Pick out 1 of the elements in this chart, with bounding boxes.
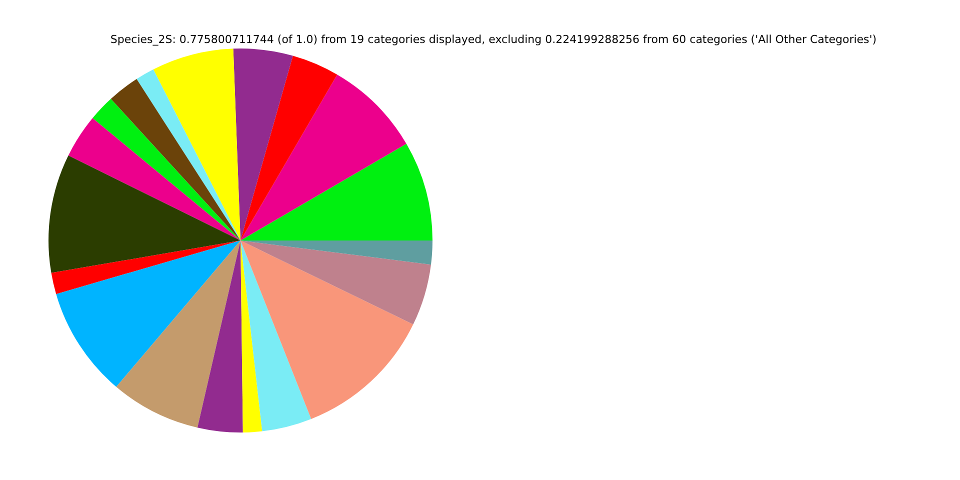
- text: Species_2S: 0.775800711744 (of 1.0) from 19 categories displayed, excluding 0.224199288256 from 60 categories ('All Other Categories'): [110, 33, 877, 46]
